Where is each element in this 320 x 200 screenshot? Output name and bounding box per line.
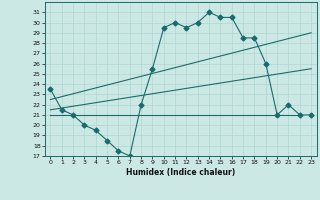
X-axis label: Humidex (Indice chaleur): Humidex (Indice chaleur) (126, 168, 236, 177)
